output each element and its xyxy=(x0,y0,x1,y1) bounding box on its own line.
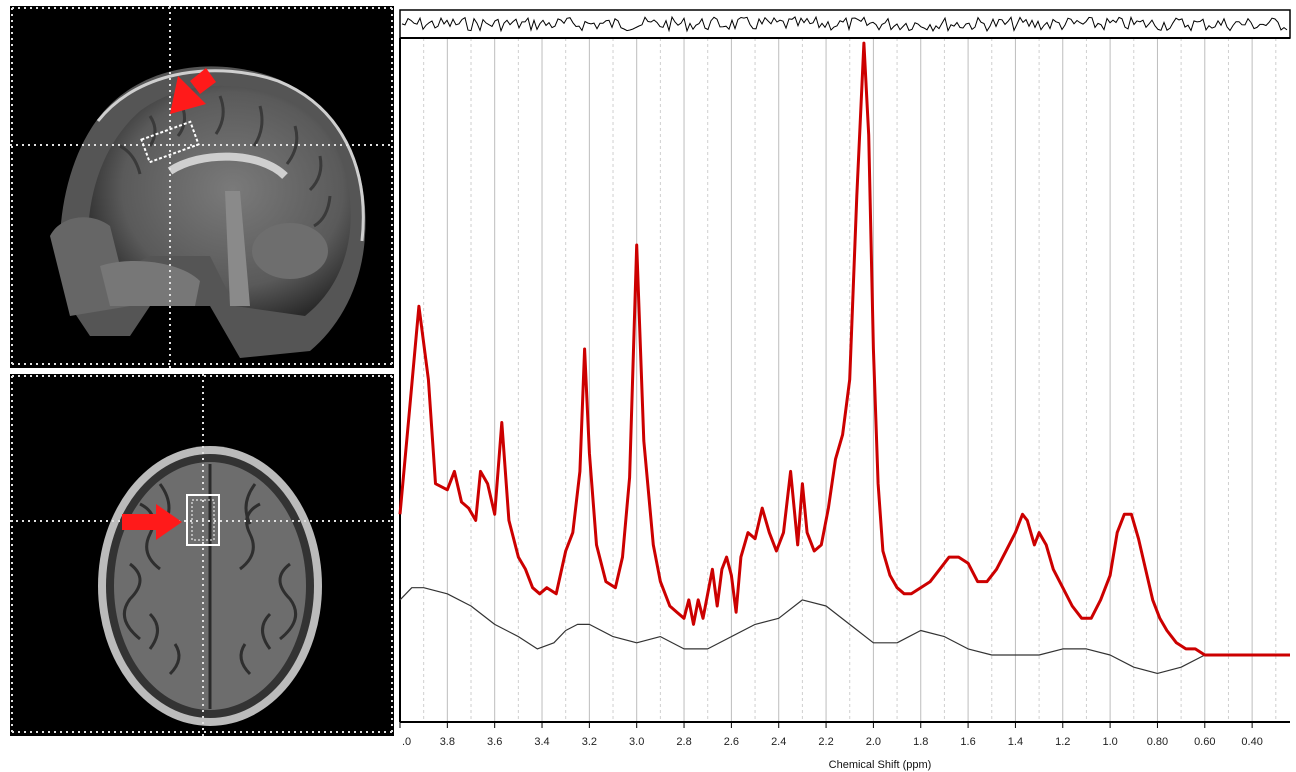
x-tick-label: 1.4 xyxy=(1008,736,1023,748)
sagittal-mri-panel xyxy=(10,6,394,368)
axial-mri-image xyxy=(10,374,394,736)
x-tick-label: 0.80 xyxy=(1147,736,1168,748)
axial-mri-panel xyxy=(10,374,394,736)
x-tick-label: 1.0 xyxy=(1102,736,1117,748)
x-axis-label: Chemical Shift (ppm) xyxy=(828,759,932,771)
x-tick-label: 0.60 xyxy=(1194,736,1215,748)
x-tick-label: 2.2 xyxy=(818,736,833,748)
x-tick-label: 1.6 xyxy=(960,736,975,748)
fit-series xyxy=(398,41,1290,657)
x-tick-label: 3.4 xyxy=(534,736,549,748)
x-axis-ticks: .0 3.8 3.6 3.4 3.2 3.0 2.8 2.6 2.4 2.2 2.0 1.8 1.6 1.… xyxy=(399,722,1263,748)
baseline-series xyxy=(399,587,1290,674)
voi-box xyxy=(140,120,200,164)
x-tick-label: 3.6 xyxy=(487,736,502,748)
arrow-icon xyxy=(122,504,182,540)
sagittal-mri-image xyxy=(10,6,394,368)
arrow-icon xyxy=(170,68,216,114)
x-tick-label: 2.0 xyxy=(866,736,881,748)
x-tick-label: 0.40 xyxy=(1241,736,1262,748)
x-tick-label: 3.0 xyxy=(629,736,644,748)
x-tick-label: 2.6 xyxy=(724,736,739,748)
x-tick-label: 1.2 xyxy=(1055,736,1070,748)
x-tick-label: 1.8 xyxy=(913,736,928,748)
x-tick-label: 3.8 xyxy=(440,736,455,748)
mrs-spectrum-chart: .0 3.8 3.6 3.4 3.2 3.0 2.8 2.6 2.4 2.2 2.0 1.8 1.6 1.… xyxy=(398,9,1291,748)
x-tick-label: 2.4 xyxy=(771,736,786,748)
x-tick-label: 2.8 xyxy=(676,736,691,748)
x-tick-label: .0 xyxy=(402,736,411,748)
residual-series xyxy=(401,15,1288,33)
residual-panel xyxy=(399,9,1291,39)
voi-box xyxy=(186,494,220,546)
x-tick-label: 3.2 xyxy=(582,736,597,748)
grid-lines xyxy=(399,38,1277,722)
